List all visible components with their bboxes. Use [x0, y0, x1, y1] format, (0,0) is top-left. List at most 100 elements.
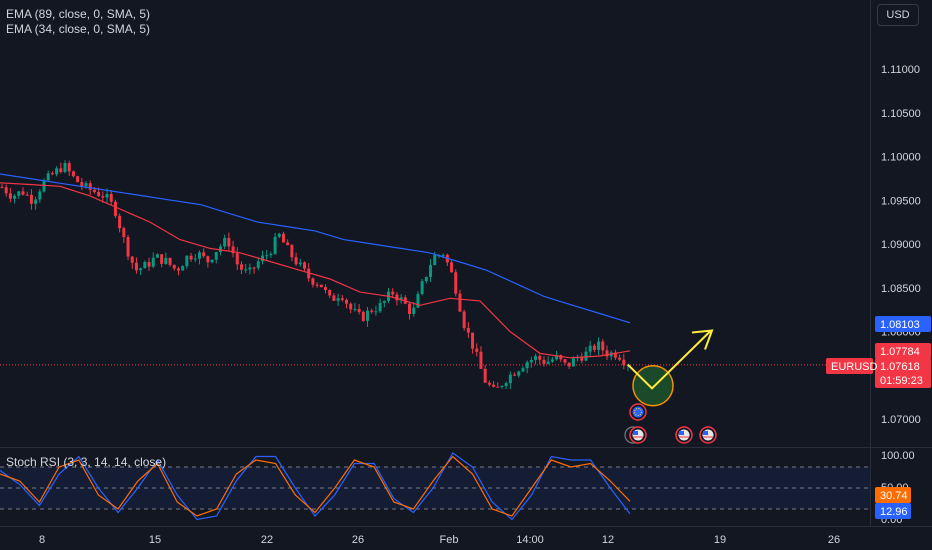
candle-body[interactable] [206, 256, 210, 263]
candle-body[interactable] [193, 258, 197, 260]
candle-body[interactable] [433, 255, 437, 266]
candle-body[interactable] [559, 355, 563, 360]
candle-body[interactable] [260, 255, 264, 262]
candle-body[interactable] [618, 357, 622, 360]
candle-body[interactable] [109, 194, 113, 202]
candle-body[interactable] [416, 293, 420, 308]
candle-body[interactable] [592, 345, 596, 350]
candle-body[interactable] [277, 233, 281, 237]
candle-body[interactable] [399, 297, 403, 301]
candle-body[interactable] [147, 262, 151, 267]
candle-body[interactable] [151, 257, 155, 267]
candle-body[interactable] [613, 352, 617, 358]
candle-body[interactable] [324, 287, 328, 290]
candle-body[interactable] [38, 191, 42, 200]
candle-body[interactable] [235, 253, 239, 265]
candle-body[interactable] [366, 310, 370, 321]
candle-body[interactable] [374, 311, 378, 313]
candle-body[interactable] [370, 310, 374, 312]
candle-body[interactable] [542, 359, 546, 364]
stoch-d-badge[interactable] [875, 503, 911, 519]
candle-body[interactable] [361, 311, 365, 321]
candle-body[interactable] [197, 252, 201, 259]
candle-body[interactable] [164, 257, 168, 264]
candle-body[interactable] [231, 246, 235, 254]
candle-body[interactable] [340, 298, 344, 300]
candle-body[interactable] [525, 362, 529, 369]
candle-body[interactable] [302, 262, 306, 269]
candle-body[interactable] [622, 359, 626, 366]
candle-body[interactable] [0, 187, 4, 189]
candle-body[interactable] [529, 359, 533, 363]
candle-body[interactable] [265, 255, 269, 257]
candle-body[interactable] [496, 386, 500, 388]
candle-body[interactable] [500, 385, 504, 387]
ema34-price-badge[interactable] [875, 343, 931, 359]
candle-body[interactable] [336, 298, 340, 301]
candle-body[interactable] [143, 262, 147, 269]
candle-body[interactable] [189, 255, 193, 260]
candle-body[interactable] [214, 252, 218, 260]
candle-body[interactable] [76, 176, 80, 183]
candle-body[interactable] [101, 196, 105, 198]
candle-body[interactable] [168, 257, 172, 265]
candle-body[interactable] [172, 264, 176, 269]
candle-body[interactable] [597, 341, 601, 350]
candle-body[interactable] [248, 267, 252, 270]
candle-body[interactable] [353, 308, 357, 310]
candle-body[interactable] [8, 193, 12, 199]
candle-body[interactable] [281, 233, 285, 243]
candle-body[interactable] [202, 252, 206, 257]
candle-body[interactable] [252, 267, 256, 269]
candle-body[interactable] [176, 268, 180, 271]
candle-body[interactable] [408, 303, 412, 314]
candle-body[interactable] [588, 345, 592, 352]
candle-body[interactable] [546, 361, 550, 364]
candle-body[interactable] [391, 291, 395, 295]
candle-body[interactable] [487, 382, 491, 385]
candle-body[interactable] [298, 262, 302, 265]
candle-body[interactable] [92, 189, 96, 193]
candle-body[interactable] [429, 265, 433, 277]
candle-body[interactable] [25, 194, 29, 196]
candle-body[interactable] [244, 269, 248, 271]
candle-body[interactable] [311, 278, 315, 285]
candle-body[interactable] [294, 257, 298, 265]
candle-body[interactable] [571, 358, 575, 367]
candle-body[interactable] [563, 359, 567, 363]
candle-body[interactable] [273, 236, 277, 254]
currency-button[interactable]: USD [877, 4, 919, 26]
candle-body[interactable] [420, 281, 424, 294]
candle-body[interactable] [80, 182, 84, 187]
candle-body[interactable] [450, 262, 454, 273]
candle-body[interactable] [84, 183, 88, 187]
candle-body[interactable] [584, 351, 588, 361]
candle-body[interactable] [17, 191, 21, 196]
candle-body[interactable] [328, 289, 332, 296]
target-circle[interactable] [632, 365, 674, 407]
candle-body[interactable] [286, 242, 290, 246]
candle-body[interactable] [462, 311, 466, 328]
projection-arrow[interactable] [627, 330, 711, 390]
candle-body[interactable] [126, 237, 130, 257]
candle-body[interactable] [349, 303, 353, 310]
candle-body[interactable] [441, 254, 445, 256]
candle-body[interactable] [601, 341, 605, 351]
candle-body[interactable] [88, 183, 92, 190]
candle-body[interactable] [357, 308, 361, 312]
candle-body[interactable] [605, 350, 609, 357]
candle-body[interactable] [185, 255, 189, 267]
candle-body[interactable] [521, 368, 525, 372]
candle-body[interactable] [504, 383, 508, 386]
candle-body[interactable] [307, 268, 311, 279]
candle-body[interactable] [4, 187, 8, 194]
candle-body[interactable] [555, 355, 559, 360]
candle-body[interactable] [97, 192, 101, 197]
candle-body[interactable] [118, 215, 122, 229]
candle-body[interactable] [345, 299, 349, 304]
candle-body[interactable] [471, 332, 475, 349]
candle-body[interactable] [71, 171, 75, 177]
candle-body[interactable] [210, 259, 214, 263]
candle-body[interactable] [34, 199, 38, 204]
candle-body[interactable] [492, 384, 496, 387]
